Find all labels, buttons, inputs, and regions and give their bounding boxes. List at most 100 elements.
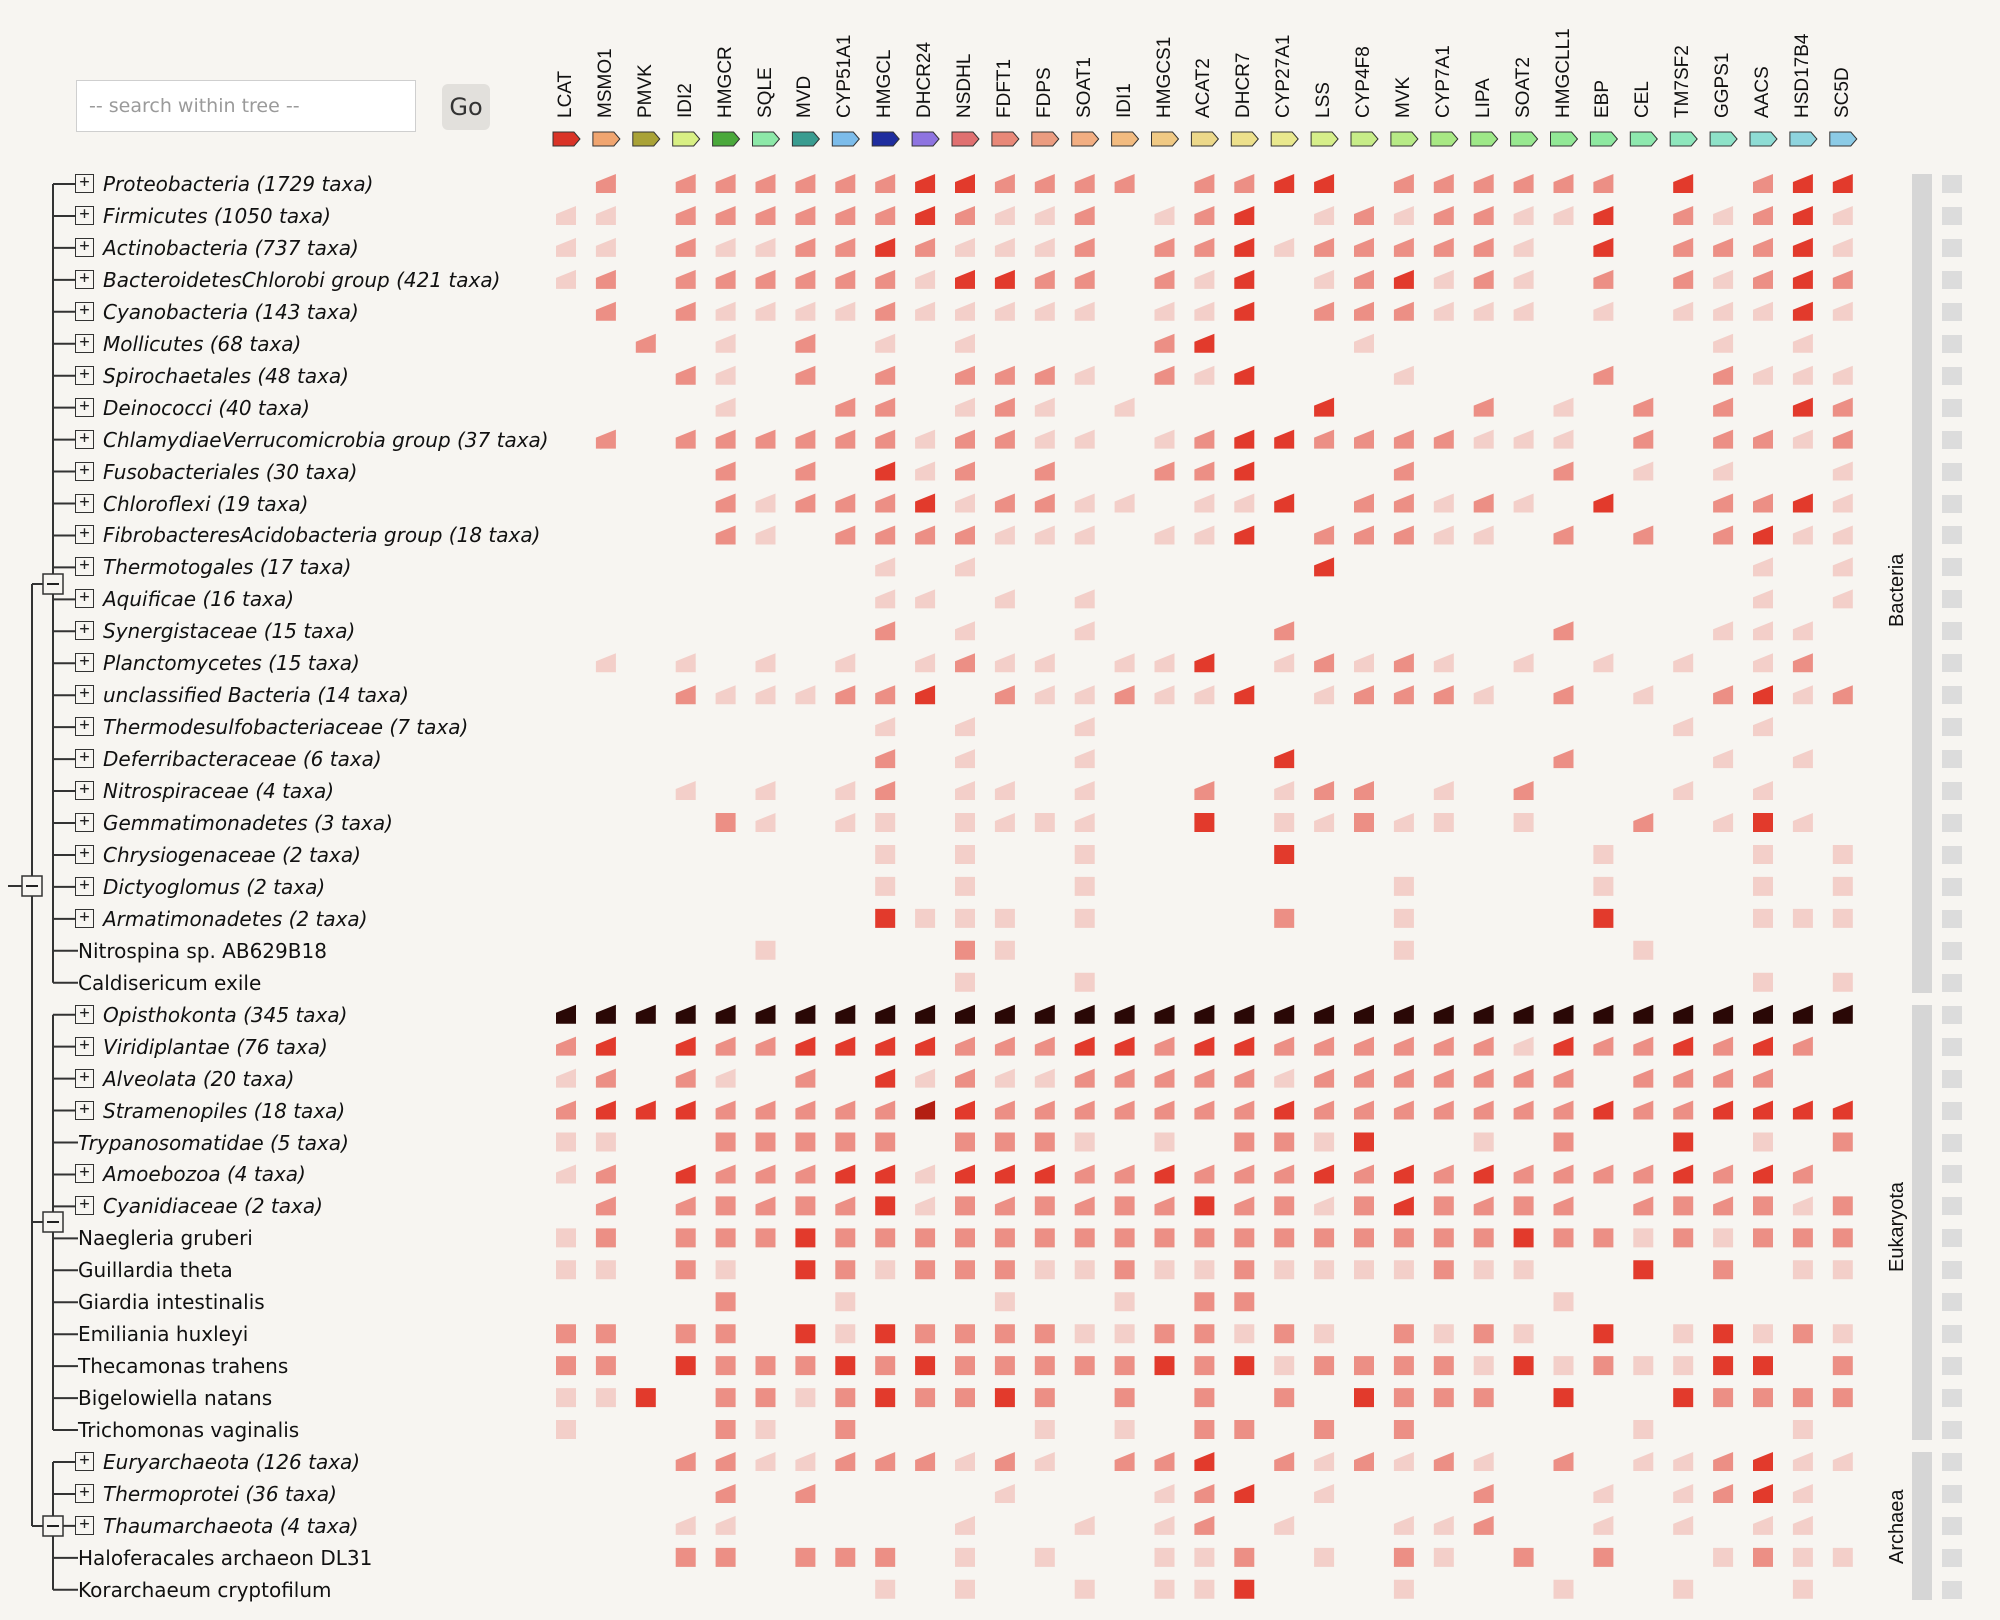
heatmap-cell[interactable] [675, 685, 696, 705]
heatmap-cell[interactable] [955, 749, 975, 769]
heatmap-cell[interactable] [556, 1228, 576, 1248]
heatmap-cell[interactable] [1194, 1547, 1215, 1567]
heatmap-cell[interactable] [835, 1260, 856, 1280]
heatmap-cell[interactable] [1393, 1228, 1414, 1248]
taxon-label[interactable]: Euryarchaeota (126 taxa) [103, 1450, 361, 1474]
heatmap-cell[interactable] [915, 1036, 936, 1056]
heatmap-cell[interactable] [595, 1388, 616, 1408]
heatmap-cell[interactable] [1194, 365, 1215, 385]
heatmap-cell[interactable] [1314, 1164, 1335, 1184]
heatmap-cell[interactable] [1832, 1196, 1853, 1216]
heatmap-cell[interactable] [1393, 1420, 1414, 1440]
taxon-label[interactable]: Viridiplantae (76 taxa) [103, 1034, 328, 1059]
heatmap-cell[interactable] [556, 1100, 576, 1120]
heatmap-cell[interactable] [994, 1356, 1015, 1376]
heatmap-cell[interactable] [1234, 269, 1255, 289]
heatmap-cell[interactable] [1114, 685, 1135, 705]
heatmap-cell[interactable] [955, 1515, 975, 1535]
heatmap-cell[interactable] [675, 1260, 696, 1280]
heatmap-cell[interactable] [835, 813, 856, 832]
expand-node-icon[interactable]: + [75, 1100, 94, 1120]
heatmap-cell[interactable] [1433, 1164, 1454, 1184]
heatmap-cell[interactable] [755, 493, 776, 513]
heatmap-cell[interactable] [994, 813, 1015, 832]
heatmap-cell[interactable] [795, 365, 816, 385]
heatmap-cell[interactable] [755, 1036, 776, 1056]
heatmap-cell[interactable] [795, 1132, 816, 1152]
heatmap-cell[interactable] [1832, 1132, 1853, 1152]
heatmap-cell[interactable] [1114, 1196, 1135, 1216]
heatmap-cell[interactable] [1473, 269, 1494, 289]
heatmap-cell[interactable] [1673, 1132, 1694, 1152]
heatmap-cell[interactable] [1074, 301, 1095, 321]
heatmap-cell[interactable] [795, 237, 816, 257]
heatmap-cell[interactable] [835, 1388, 856, 1408]
taxon-label[interactable]: Bigelowiella natans [78, 1386, 273, 1411]
heatmap-cell[interactable] [715, 1228, 736, 1248]
heatmap-cell[interactable] [875, 1036, 896, 1056]
heatmap-cell[interactable] [755, 781, 776, 801]
heatmap-cell[interactable] [1154, 1324, 1175, 1344]
heatmap-cell[interactable] [1114, 1324, 1135, 1344]
heatmap-cell[interactable] [1792, 429, 1813, 449]
heatmap-cell[interactable] [1753, 717, 1773, 737]
heatmap-cell[interactable] [1513, 781, 1534, 801]
heatmap-cell[interactable] [994, 493, 1015, 513]
heatmap-cell[interactable] [1154, 653, 1175, 673]
heatmap-cell[interactable] [1074, 1164, 1095, 1184]
heatmap-cell[interactable] [1354, 1164, 1374, 1184]
heatmap-cell[interactable] [875, 493, 896, 513]
heatmap-cell[interactable] [1473, 1068, 1494, 1088]
heatmap-cell[interactable] [1154, 1100, 1175, 1120]
heatmap-cell[interactable] [1393, 1196, 1414, 1216]
heatmap-cell[interactable] [595, 174, 616, 193]
heatmap-cell[interactable] [1274, 1132, 1295, 1152]
heatmap-cell[interactable] [1673, 1228, 1694, 1248]
heatmap-cell[interactable] [1832, 237, 1853, 257]
heatmap-cell[interactable] [1433, 1547, 1454, 1567]
heatmap-cell[interactable] [875, 876, 896, 896]
heatmap-cell[interactable] [1593, 1164, 1614, 1184]
heatmap-cell[interactable] [955, 908, 975, 928]
heatmap-cell[interactable] [675, 429, 696, 449]
heatmap-cell[interactable] [1194, 333, 1215, 353]
heatmap-cell[interactable] [955, 269, 975, 289]
heatmap-cell[interactable] [1154, 461, 1175, 481]
heatmap-cell[interactable] [835, 301, 856, 321]
heatmap-cell[interactable] [1792, 397, 1813, 417]
taxon-label[interactable]: Cyanidiaceae (2 taxa) [103, 1194, 323, 1219]
heatmap-cell[interactable] [675, 1324, 696, 1344]
heatmap-cell[interactable] [1473, 1004, 1494, 1024]
heatmap-cell[interactable] [955, 1132, 975, 1152]
heatmap-cell[interactable] [1114, 1420, 1135, 1440]
heatmap-cell[interactable] [755, 1196, 776, 1216]
heatmap-cell[interactable] [1234, 301, 1255, 321]
heatmap-cell[interactable] [1593, 1547, 1614, 1567]
heatmap-cell[interactable] [1154, 1164, 1175, 1184]
heatmap-cell[interactable] [1234, 1196, 1255, 1216]
taxon-label[interactable]: Gemmatimonadetes (3 taxa) [103, 811, 393, 835]
heatmap-cell[interactable] [1433, 1196, 1454, 1216]
heatmap-cell[interactable] [1074, 876, 1095, 896]
heatmap-cell[interactable] [1354, 1196, 1374, 1216]
heatmap-cell[interactable] [556, 1324, 576, 1344]
heatmap-cell[interactable] [715, 813, 736, 832]
heatmap-cell[interactable] [1713, 301, 1734, 321]
heatmap-cell[interactable] [1154, 333, 1175, 353]
heatmap-cell[interactable] [1433, 493, 1454, 513]
heatmap-cell[interactable] [1792, 237, 1813, 257]
heatmap-cell[interactable] [795, 493, 816, 513]
heatmap-cell[interactable] [1194, 781, 1215, 801]
heatmap-cell[interactable] [1314, 1356, 1335, 1376]
heatmap-cell[interactable] [1473, 1196, 1494, 1216]
heatmap-cell[interactable] [795, 1068, 816, 1088]
heatmap-cell[interactable] [1713, 269, 1734, 289]
heatmap-cell[interactable] [875, 908, 896, 928]
heatmap-cell[interactable] [1034, 1356, 1055, 1376]
expand-node-icon[interactable]: + [75, 301, 94, 321]
heatmap-cell[interactable] [755, 525, 776, 545]
heatmap-cell[interactable] [875, 1388, 896, 1408]
heatmap-cell[interactable] [1753, 1068, 1773, 1088]
heatmap-cell[interactable] [1194, 813, 1215, 832]
heatmap-cell[interactable] [1393, 269, 1414, 289]
